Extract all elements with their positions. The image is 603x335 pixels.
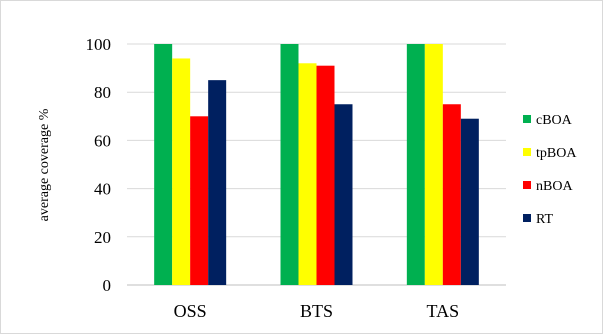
- y-tick-label: 60: [94, 131, 111, 150]
- legend: cBOA tpBOA nBOA RT: [523, 113, 577, 227]
- bar-RT-OSS: [208, 80, 227, 286]
- y-tick-label: 20: [94, 228, 111, 247]
- legend-swatch-RT: [523, 214, 531, 222]
- y-tick-label: 80: [94, 83, 111, 102]
- x-category-label: TAS: [427, 301, 460, 321]
- bar-cBOA-OSS: [154, 44, 173, 285]
- bar-RT-TAS: [460, 118, 479, 286]
- y-tick-label: 0: [103, 276, 112, 295]
- legend-label-cBOA: cBOA: [536, 113, 573, 128]
- x-category-label: BTS: [300, 301, 333, 321]
- legend-label-RT: RT: [536, 212, 553, 227]
- legend-label-nBOA: nBOA: [536, 179, 573, 194]
- y-tick-label: 40: [94, 180, 111, 199]
- y-tick-label: 100: [86, 35, 112, 54]
- bar-nBOA-OSS: [190, 116, 209, 285]
- y-axis-label: average coverage %: [37, 108, 52, 221]
- bars: [154, 44, 479, 286]
- bar-tpBOA-BTS: [298, 63, 317, 285]
- y-axis-ticks: 0 20 40 60 80 100: [86, 35, 112, 295]
- bar-RT-BTS: [334, 104, 353, 285]
- legend-swatch-tpBOA: [523, 148, 531, 156]
- x-axis-categories: OSS BTS TAS: [174, 301, 459, 321]
- bar-tpBOA-TAS: [424, 44, 443, 285]
- bar-nBOA-BTS: [316, 65, 335, 285]
- bar-cBOA-TAS: [406, 44, 425, 285]
- bar-nBOA-TAS: [442, 104, 461, 285]
- x-category-label: OSS: [174, 301, 207, 321]
- legend-swatch-cBOA: [523, 115, 531, 123]
- bar-tpBOA-OSS: [172, 58, 191, 286]
- legend-swatch-nBOA: [523, 181, 531, 189]
- legend-label-tpBOA: tpBOA: [536, 146, 577, 161]
- bar-cBOA-BTS: [280, 44, 299, 285]
